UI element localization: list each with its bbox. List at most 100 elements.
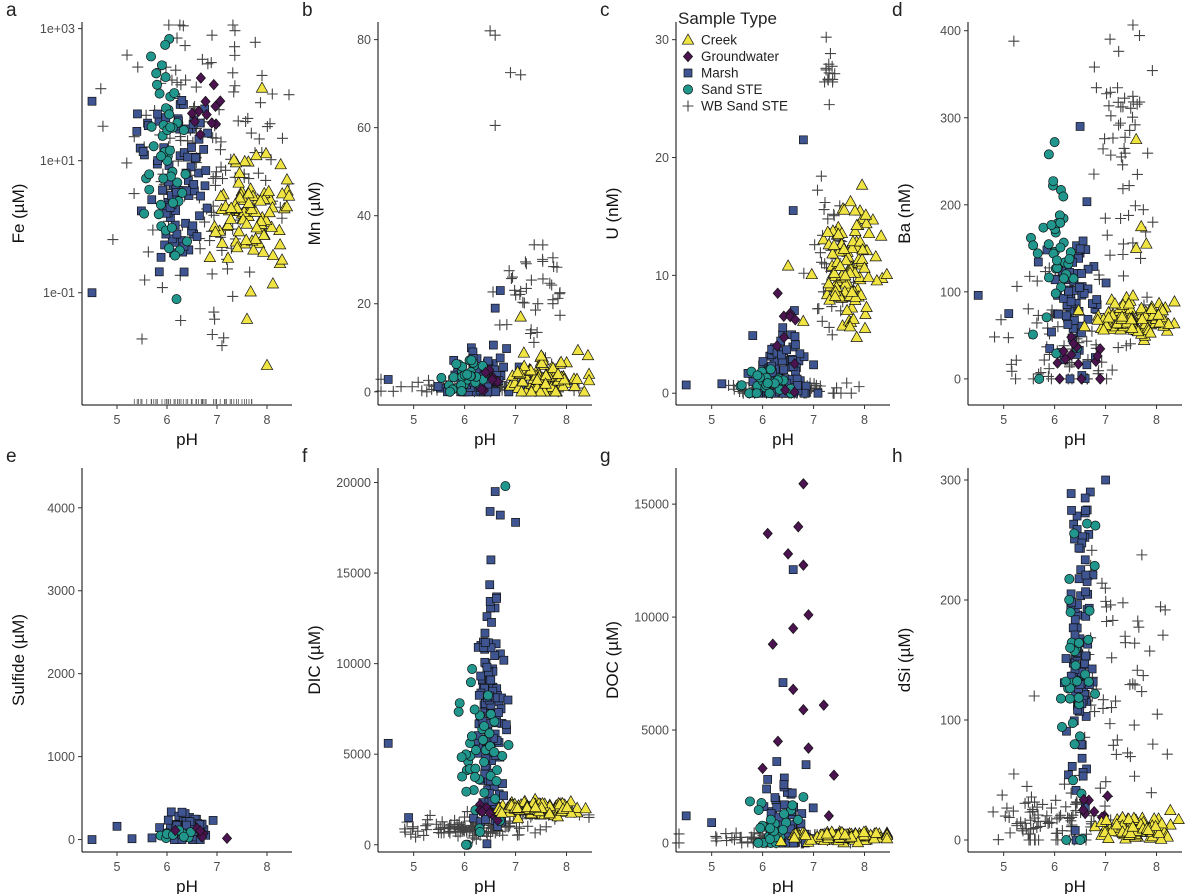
point-creek (855, 252, 869, 264)
point-wb-sand-ste (1024, 270, 1036, 282)
point-wb-sand-ste (1112, 96, 1124, 108)
point-sand-ste (461, 839, 472, 850)
point-wb-sand-ste (816, 256, 828, 268)
point-wb-sand-ste (1022, 303, 1034, 315)
point-creek (847, 312, 860, 324)
point-creek (215, 236, 229, 248)
point-creek (273, 237, 287, 250)
point-sand-ste (787, 800, 798, 811)
y-axis-title-unit: (µM) (305, 182, 324, 217)
point-wb-sand-ste (1007, 805, 1019, 817)
point-marsh (201, 166, 211, 175)
point-creek (262, 184, 276, 197)
point-wb-sand-ste (170, 64, 182, 76)
point-sand-ste (1064, 693, 1075, 704)
y-axis-title-unit: (µM) (9, 184, 28, 219)
point-creek (570, 801, 584, 813)
point-wb-sand-ste (249, 36, 261, 48)
point-groundwater (484, 807, 495, 819)
point-wb-sand-ste (252, 167, 264, 179)
point-sand-ste (755, 823, 766, 834)
point-creek (838, 268, 852, 281)
point-marsh (778, 323, 788, 333)
point-wb-sand-ste (992, 834, 1004, 846)
point-wb-sand-ste (260, 174, 272, 186)
point-creek (254, 194, 267, 206)
x-tick-label: 6 (461, 413, 468, 427)
point-wb-sand-ste (828, 210, 840, 222)
point-wb-sand-ste (1135, 252, 1147, 264)
point-wb-sand-ste (504, 67, 516, 79)
point-marsh (166, 807, 176, 817)
point-creek (820, 827, 834, 839)
point-sand-ste (478, 735, 488, 745)
point-marsh (167, 234, 177, 244)
point-marsh (499, 655, 509, 665)
point-wb-sand-ste (180, 74, 192, 86)
point-wb-sand-ste (175, 134, 187, 146)
point-marsh (499, 362, 508, 372)
point-wb-sand-ste (142, 246, 154, 258)
point-wb-sand-ste (1060, 801, 1072, 813)
point-wb-sand-ste (1137, 204, 1149, 216)
point-marsh (155, 823, 164, 832)
point-wb-sand-ste (216, 340, 228, 352)
point-creek (203, 250, 217, 262)
data-points (87, 19, 296, 370)
point-marsh (138, 147, 148, 156)
point-marsh (790, 332, 800, 341)
point-wb-sand-ste (444, 820, 456, 832)
point-wb-sand-ste (1112, 82, 1124, 94)
point-marsh (383, 375, 393, 384)
point-marsh (153, 109, 162, 119)
point-creek (1172, 812, 1185, 824)
point-wb-sand-ste (583, 811, 595, 823)
point-wb-sand-ste (399, 823, 411, 835)
point-creek (274, 157, 287, 170)
x-tick-label: 8 (861, 413, 868, 427)
point-groundwater (1052, 357, 1063, 369)
point-marsh (1079, 289, 1089, 298)
point-marsh (188, 221, 198, 231)
point-wb-sand-ste (1106, 702, 1117, 714)
point-creek (239, 233, 253, 245)
point-wb-sand-ste (1002, 332, 1014, 344)
point-wb-sand-ste (513, 829, 525, 841)
legend-item-groundwater: Groundwater (682, 49, 780, 64)
point-creek (833, 259, 847, 271)
point-wb-sand-ste (823, 321, 835, 333)
point-sand-ste (1082, 518, 1092, 529)
y-tick-label: 1000 (47, 750, 75, 764)
point-wb-sand-ste (1131, 168, 1143, 180)
point-wb-sand-ste (1117, 159, 1129, 171)
x-tick-label: 8 (563, 413, 570, 427)
point-sand-ste (1050, 288, 1061, 299)
y-tick-label: 20 (357, 297, 371, 311)
point-wb-sand-ste (206, 268, 218, 280)
point-marsh (1101, 278, 1111, 288)
point-wb-sand-ste (204, 235, 216, 247)
y-tick-label: 10 (655, 269, 669, 283)
point-marsh (763, 775, 773, 784)
point-creek (862, 226, 876, 239)
point-wb-sand-ste (1099, 800, 1111, 812)
point-wb-sand-ste (253, 133, 265, 145)
point-wb-sand-ste (1100, 601, 1112, 613)
point-creek (1152, 308, 1165, 320)
y-axis-title: U (nM) (603, 188, 622, 240)
point-sand-ste (1064, 594, 1075, 605)
y-tick-label: 5000 (343, 748, 371, 762)
point-creek (840, 303, 854, 316)
point-marsh (813, 388, 823, 398)
point-wb-sand-ste (387, 385, 399, 397)
x-tick-label: 7 (1102, 413, 1109, 427)
legend-item-sand-ste: Sand STE (683, 82, 763, 97)
point-wb-sand-ste (1104, 86, 1116, 98)
point-sand-ste (1070, 660, 1081, 671)
point-creek (256, 245, 270, 257)
point-marsh (200, 181, 210, 191)
point-wb-sand-ste (552, 292, 564, 304)
point-wb-sand-ste (1123, 180, 1135, 192)
point-groundwater (1060, 353, 1071, 365)
